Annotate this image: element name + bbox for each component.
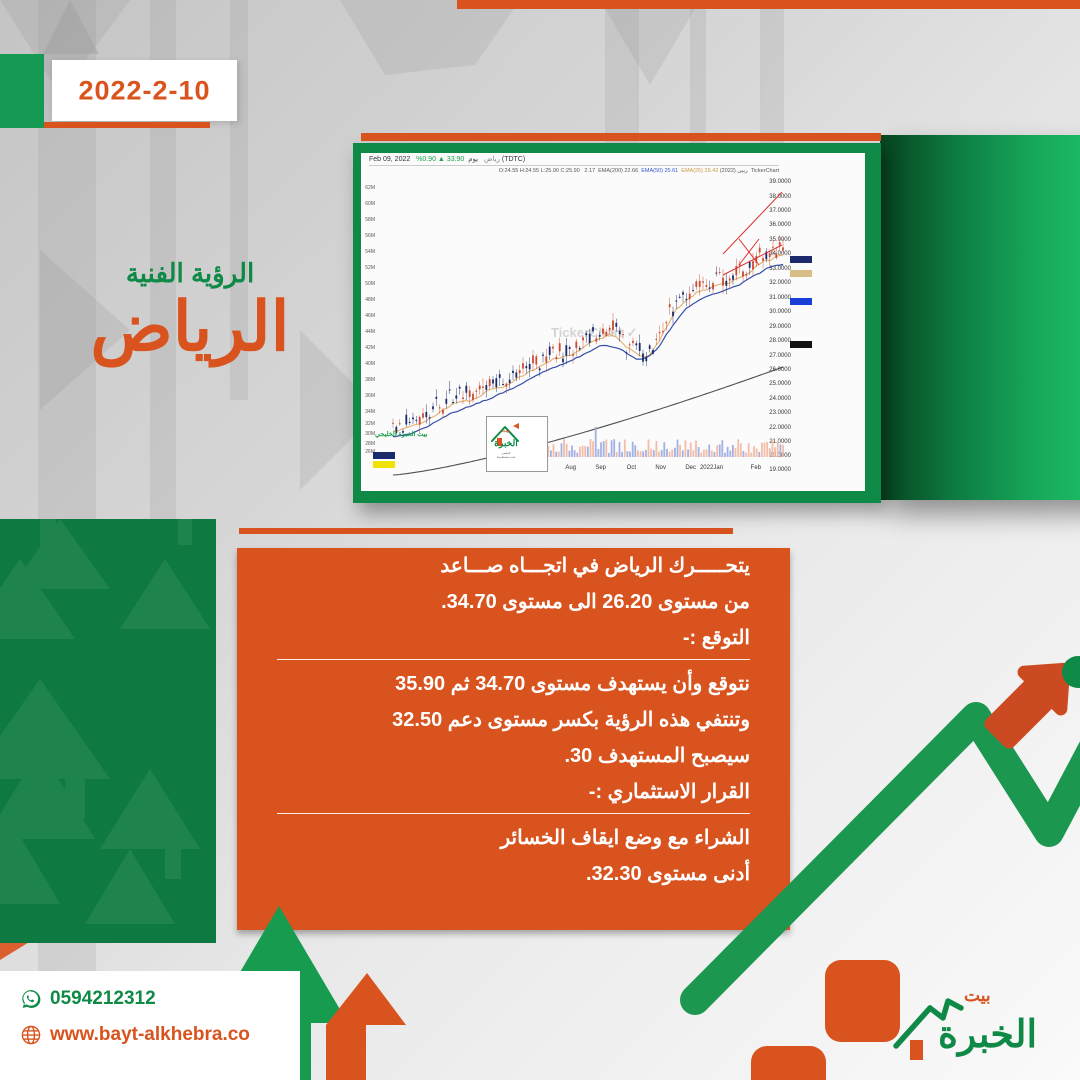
svg-text:Bayt Alkhebra Gulf: Bayt Alkhebra Gulf	[497, 456, 516, 459]
svg-text:28M: 28M	[365, 441, 375, 447]
svg-text:30.0000: 30.0000	[769, 309, 791, 315]
svg-text:42M: 42M	[365, 345, 375, 351]
svg-text:32M: 32M	[365, 421, 375, 427]
svg-text:62M: 62M	[365, 185, 375, 191]
svg-text:32.0000: 32.0000	[769, 280, 791, 286]
svg-text:36.0000: 36.0000	[769, 222, 791, 228]
svg-text:27.0000: 27.0000	[769, 353, 791, 359]
svg-text:Oct: Oct	[627, 465, 637, 471]
svg-text:24.0000: 24.0000	[769, 396, 791, 402]
svg-text:60M: 60M	[365, 201, 375, 207]
svg-text:38.0000: 38.0000	[769, 194, 791, 200]
svg-text:Dec: Dec	[685, 465, 696, 471]
svg-text:34M: 34M	[365, 409, 375, 415]
svg-text:بيت: بيت	[502, 428, 510, 434]
svg-text:30M: 30M	[365, 431, 375, 437]
svg-text:Aug: Aug	[565, 465, 576, 471]
svg-text:Feb: Feb	[751, 465, 762, 471]
svg-text:الخبرة: الخبرة	[494, 438, 517, 449]
svg-text:48M: 48M	[365, 297, 375, 303]
svg-text:50M: 50M	[365, 281, 375, 287]
svg-text:56M: 56M	[365, 233, 375, 239]
svg-text:Nov: Nov	[655, 465, 666, 471]
svg-text:28.0000: 28.0000	[769, 338, 791, 344]
svg-text:Sep: Sep	[595, 465, 606, 471]
svg-text:19.0000: 19.0000	[769, 467, 791, 473]
svg-text:54M: 54M	[365, 249, 375, 255]
svg-text:38M: 38M	[365, 377, 375, 383]
svg-text:58M: 58M	[365, 217, 375, 223]
svg-text:37.0000: 37.0000	[769, 208, 791, 214]
svg-text:52M: 52M	[365, 265, 375, 271]
svg-text:31.0000: 31.0000	[769, 295, 791, 301]
svg-text:23.0000: 23.0000	[769, 410, 791, 416]
svg-text:2022Jan: 2022Jan	[700, 465, 723, 471]
svg-text:25.0000: 25.0000	[769, 381, 791, 387]
svg-text:46M: 46M	[365, 313, 375, 319]
svg-text:36M: 36M	[365, 393, 375, 399]
svg-text:الخليجي: الخليجي	[502, 451, 511, 455]
svg-text:44M: 44M	[365, 329, 375, 335]
svg-text:34.0000: 34.0000	[769, 251, 791, 257]
svg-text:22.0000: 22.0000	[769, 425, 791, 431]
svg-text:29.0000: 29.0000	[769, 324, 791, 330]
svg-text:40M: 40M	[365, 361, 375, 367]
svg-text:39.0000: 39.0000	[769, 179, 791, 185]
